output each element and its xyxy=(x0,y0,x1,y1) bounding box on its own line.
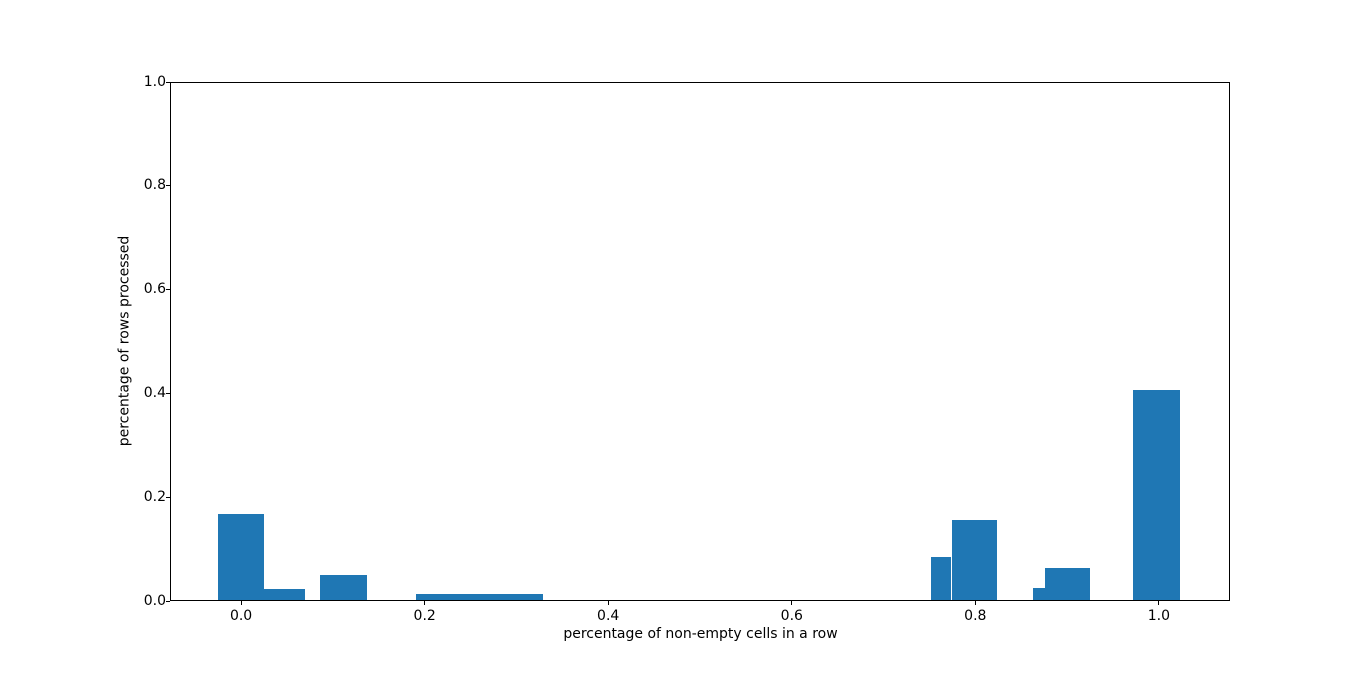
bars-layer xyxy=(171,83,1229,600)
histogram-bar xyxy=(951,519,997,600)
histogram-bar xyxy=(1045,567,1091,600)
y-tick-label: 1.0 xyxy=(143,73,166,90)
x-tick-mark xyxy=(791,601,793,605)
x-tick-label: 0.6 xyxy=(780,608,803,624)
histogram-bar xyxy=(218,513,265,600)
x-tick-mark xyxy=(607,601,609,605)
histogram-bar xyxy=(264,588,306,600)
x-tick-label: 1.0 xyxy=(1147,608,1171,624)
x-tick-mark xyxy=(424,601,426,605)
x-tick-mark xyxy=(1158,601,1160,605)
x-tick-mark xyxy=(974,601,976,605)
y-tick-label: 0.8 xyxy=(143,177,166,194)
x-tick-label: 0.2 xyxy=(413,608,436,624)
histogram-bar xyxy=(931,556,952,600)
histogram-bar xyxy=(1033,588,1045,600)
y-tick-label: 0.0 xyxy=(143,592,166,609)
y-axis-label-text: percentage of rows processed xyxy=(116,235,133,447)
histogram-bar xyxy=(320,575,367,600)
x-tick-mark xyxy=(240,601,242,605)
x-tick-label: 0.8 xyxy=(964,608,987,624)
y-tick-label: 0.2 xyxy=(143,488,166,505)
plot-area xyxy=(170,82,1230,601)
x-tick-label: 0.0 xyxy=(229,608,253,624)
x-tick-label: 0.4 xyxy=(597,608,620,624)
histogram-bar xyxy=(1133,389,1180,600)
x-axis-label: percentage of non-empty cells in a row xyxy=(563,626,838,642)
histogram-bar xyxy=(415,594,544,600)
